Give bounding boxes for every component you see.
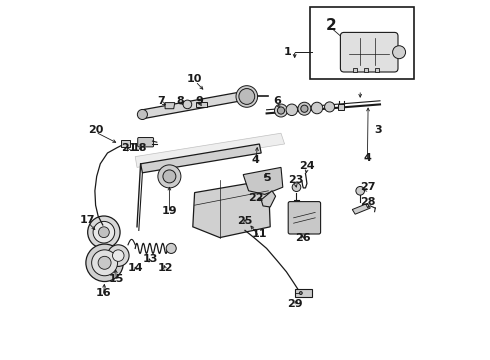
Circle shape	[324, 102, 335, 112]
Text: 13: 13	[143, 254, 158, 264]
Text: 4: 4	[364, 153, 371, 163]
Circle shape	[301, 105, 308, 112]
Text: 11: 11	[252, 229, 267, 239]
Circle shape	[277, 107, 285, 114]
Circle shape	[137, 109, 147, 120]
Text: 3: 3	[374, 125, 382, 135]
Circle shape	[158, 165, 181, 188]
Text: 1: 1	[284, 47, 292, 57]
Text: 2: 2	[326, 18, 337, 33]
Text: 6: 6	[273, 96, 281, 106]
Text: 7: 7	[158, 96, 165, 106]
Circle shape	[86, 244, 123, 282]
Circle shape	[239, 89, 255, 104]
Text: 19: 19	[162, 206, 177, 216]
Text: 16: 16	[96, 288, 111, 298]
Text: 9: 9	[196, 96, 203, 106]
FancyBboxPatch shape	[288, 202, 320, 234]
Circle shape	[236, 86, 258, 107]
Circle shape	[356, 186, 365, 195]
Polygon shape	[261, 191, 275, 207]
Circle shape	[88, 216, 120, 248]
FancyBboxPatch shape	[138, 138, 153, 147]
Polygon shape	[193, 180, 270, 238]
Circle shape	[183, 100, 192, 109]
Circle shape	[299, 292, 302, 294]
Polygon shape	[143, 92, 242, 119]
Circle shape	[286, 104, 297, 116]
Bar	[295, 289, 312, 297]
Text: 12: 12	[158, 263, 173, 273]
Text: 5: 5	[263, 173, 270, 183]
Text: 20: 20	[88, 125, 103, 135]
Circle shape	[166, 243, 176, 253]
Circle shape	[113, 250, 124, 261]
Circle shape	[92, 250, 118, 276]
Polygon shape	[338, 104, 344, 110]
Text: 27: 27	[360, 182, 375, 192]
Text: 29: 29	[288, 299, 303, 309]
Circle shape	[107, 245, 129, 266]
Bar	[364, 68, 368, 72]
Circle shape	[163, 170, 176, 183]
Text: 18: 18	[132, 143, 147, 153]
Polygon shape	[196, 102, 207, 107]
Bar	[374, 68, 379, 72]
Circle shape	[98, 227, 109, 238]
Text: 25: 25	[237, 216, 253, 226]
Text: 8: 8	[176, 96, 184, 106]
Text: 24: 24	[299, 161, 315, 171]
Polygon shape	[141, 144, 261, 173]
FancyBboxPatch shape	[341, 32, 398, 72]
Text: 17: 17	[80, 215, 96, 225]
Text: 4: 4	[252, 155, 260, 165]
Text: 10: 10	[187, 74, 202, 84]
Circle shape	[274, 104, 288, 117]
Circle shape	[98, 256, 111, 269]
Polygon shape	[165, 103, 175, 109]
Bar	[353, 68, 357, 72]
Text: 22: 22	[248, 193, 264, 203]
Circle shape	[311, 102, 323, 114]
Text: 23: 23	[288, 175, 303, 185]
Bar	[310, 7, 414, 79]
Text: 15: 15	[109, 274, 124, 284]
Polygon shape	[352, 203, 370, 214]
Text: 14: 14	[128, 263, 144, 273]
Text: 28: 28	[360, 197, 375, 207]
Polygon shape	[135, 133, 285, 167]
Text: 21: 21	[121, 143, 137, 153]
Polygon shape	[243, 167, 283, 194]
Text: 26: 26	[295, 233, 310, 243]
Bar	[121, 140, 130, 147]
Circle shape	[93, 221, 115, 243]
Circle shape	[292, 183, 301, 192]
Circle shape	[298, 102, 311, 115]
Circle shape	[392, 46, 406, 59]
